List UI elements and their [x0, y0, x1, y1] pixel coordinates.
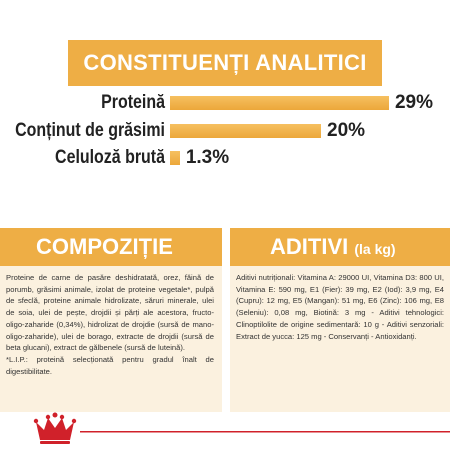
footer [33, 412, 450, 444]
additives-panel: Aditivi nutriționali: Vitamina A: 29000 … [230, 266, 450, 412]
composition-title: COMPOZIȚIE [0, 228, 222, 266]
value-label: 20% [327, 119, 366, 141]
composition-note: *L.I.P.: proteină selecționată pentru gr… [6, 354, 214, 376]
additives-header: ADITIVI (la kg) [230, 228, 450, 266]
footer-line [80, 431, 450, 433]
composition-text: Proteine de carne de pasăre deshidratată… [6, 273, 214, 353]
constituent-name: Conținut de grăsimi [15, 119, 166, 141]
value-label: 29% [394, 92, 433, 113]
logo [33, 412, 77, 444]
composition-panel: Proteine de carne de pasăre deshidratată… [0, 266, 222, 412]
constituent-name: Celuloză brută [55, 147, 165, 168]
additives-unit: (la kg) [354, 241, 396, 257]
bar [170, 123, 321, 138]
bar [170, 96, 389, 110]
bar [170, 151, 180, 165]
value-label: 1.3% [185, 147, 230, 168]
additives-title: ADITIVI [270, 234, 349, 259]
additives-text: Aditivi nutriționali: Vitamina A: 29000 … [236, 273, 444, 341]
constituent-name: Proteină [101, 92, 165, 113]
section-title: CONSTITUENȚI ANALITICI [68, 40, 382, 86]
